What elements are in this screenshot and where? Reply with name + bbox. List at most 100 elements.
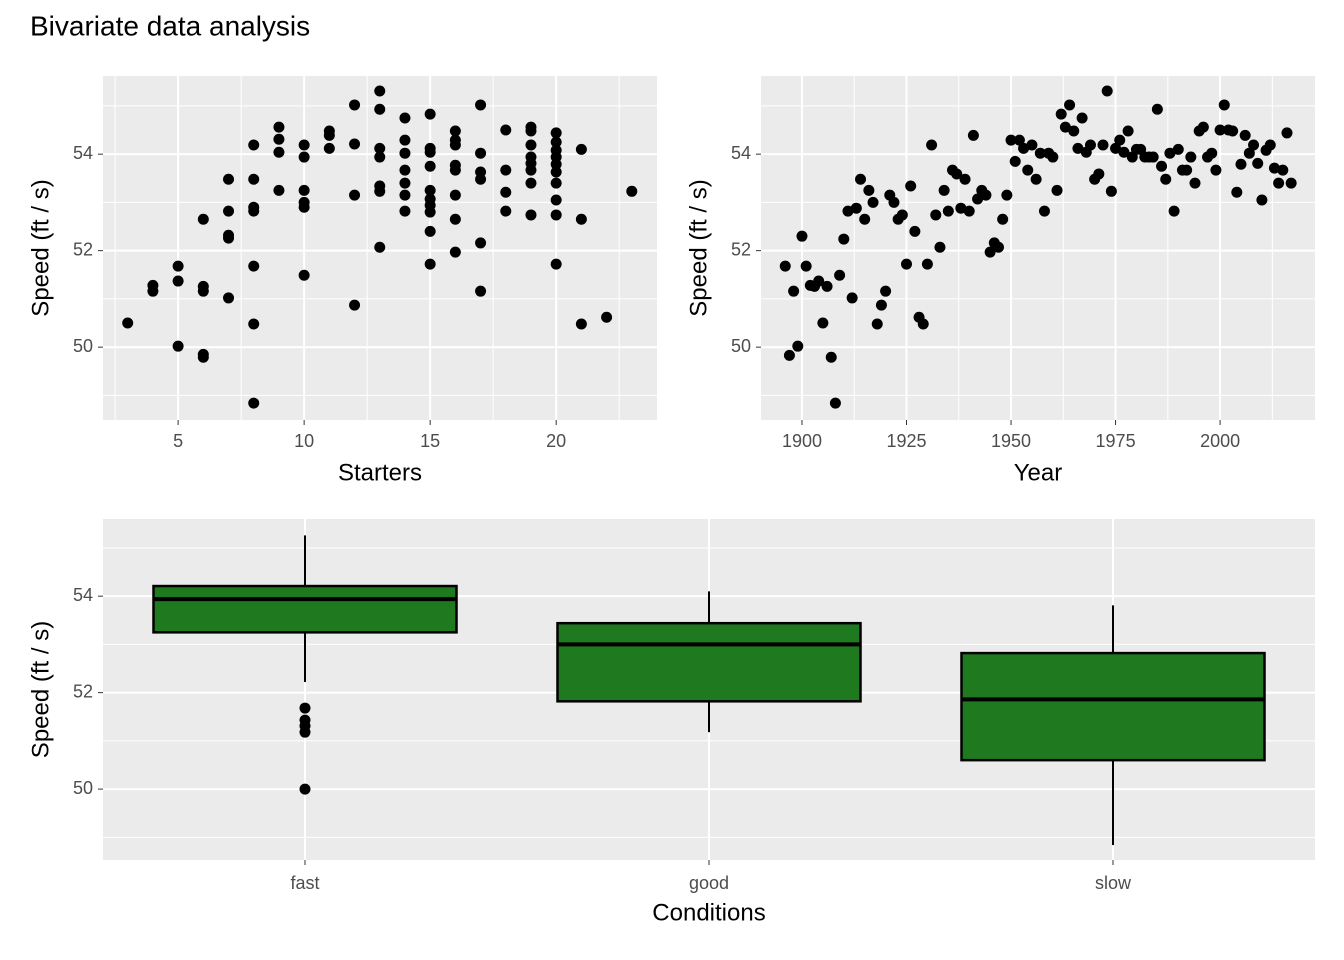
- point: [1248, 139, 1260, 151]
- point: [1064, 99, 1076, 111]
- point: [1197, 121, 1209, 133]
- point: [875, 299, 887, 311]
- point: [550, 158, 562, 170]
- point: [399, 147, 411, 159]
- point: [1264, 139, 1276, 151]
- point: [449, 213, 461, 225]
- point: [942, 205, 954, 217]
- point: [1018, 142, 1030, 154]
- point: [525, 177, 537, 189]
- x-tick-label: 2000: [1200, 431, 1240, 451]
- point: [1114, 134, 1126, 146]
- point: [147, 285, 159, 297]
- point: [846, 292, 858, 304]
- point: [1168, 205, 1180, 217]
- point: [449, 139, 461, 151]
- point: [867, 196, 879, 208]
- point: [1172, 143, 1184, 155]
- point: [424, 146, 436, 158]
- point: [1185, 151, 1197, 163]
- point: [834, 269, 846, 281]
- point: [1164, 147, 1176, 159]
- point: [298, 201, 310, 213]
- point: [449, 189, 461, 201]
- point: [500, 124, 512, 136]
- point: [323, 129, 335, 141]
- point: [1030, 173, 1042, 185]
- point: [525, 164, 537, 176]
- x-axis-title: Year: [1014, 459, 1063, 486]
- point: [1227, 125, 1239, 137]
- point: [1105, 185, 1117, 197]
- y-tick-label: 50: [73, 336, 93, 356]
- point: [888, 196, 900, 208]
- point: [901, 258, 913, 270]
- point: [273, 184, 285, 196]
- point: [323, 142, 335, 154]
- point: [896, 209, 908, 221]
- point: [934, 241, 946, 253]
- point: [349, 138, 361, 150]
- point: [399, 112, 411, 124]
- point: [1005, 134, 1017, 146]
- point: [550, 209, 562, 221]
- point: [800, 260, 812, 272]
- point: [1231, 186, 1243, 198]
- point: [248, 260, 260, 272]
- point: [788, 285, 800, 297]
- point: [1147, 151, 1159, 163]
- figure-title: Bivariate data analysis: [30, 10, 310, 41]
- point: [424, 108, 436, 120]
- x-tick-label: 5: [173, 431, 183, 451]
- point: [449, 125, 461, 137]
- point: [525, 209, 537, 221]
- point: [575, 213, 587, 225]
- point: [424, 225, 436, 237]
- point: [1013, 134, 1025, 146]
- point: [1076, 112, 1088, 124]
- point: [626, 185, 638, 197]
- point: [525, 125, 537, 137]
- point: [1235, 158, 1247, 170]
- point: [374, 241, 386, 253]
- point: [980, 189, 992, 201]
- point: [550, 177, 562, 189]
- point: [223, 232, 235, 244]
- x-tick-label: 1900: [782, 431, 822, 451]
- point: [475, 285, 487, 297]
- y-tick-label: 52: [73, 239, 93, 259]
- point: [298, 184, 310, 196]
- point: [863, 184, 875, 196]
- point: [1160, 173, 1172, 185]
- point: [838, 233, 850, 245]
- point: [298, 269, 310, 281]
- point: [550, 194, 562, 206]
- point: [424, 184, 436, 196]
- point: [298, 151, 310, 163]
- point: [1034, 147, 1046, 159]
- point: [1059, 121, 1071, 133]
- point: [349, 189, 361, 201]
- point: [1281, 127, 1293, 139]
- point: [399, 177, 411, 189]
- box: [152, 584, 458, 634]
- point: [1072, 142, 1084, 154]
- point: [959, 173, 971, 185]
- point: [967, 129, 979, 141]
- point: [984, 246, 996, 258]
- point: [248, 139, 260, 151]
- point: [223, 173, 235, 185]
- point: [1022, 164, 1034, 176]
- point: [601, 311, 613, 323]
- point: [399, 134, 411, 146]
- point: [1218, 99, 1230, 111]
- point: [500, 186, 512, 198]
- point: [424, 206, 436, 218]
- outlier: [299, 783, 311, 795]
- point: [1093, 168, 1105, 180]
- point: [1047, 151, 1059, 163]
- point: [197, 285, 209, 297]
- point: [817, 317, 829, 329]
- point: [1210, 164, 1222, 176]
